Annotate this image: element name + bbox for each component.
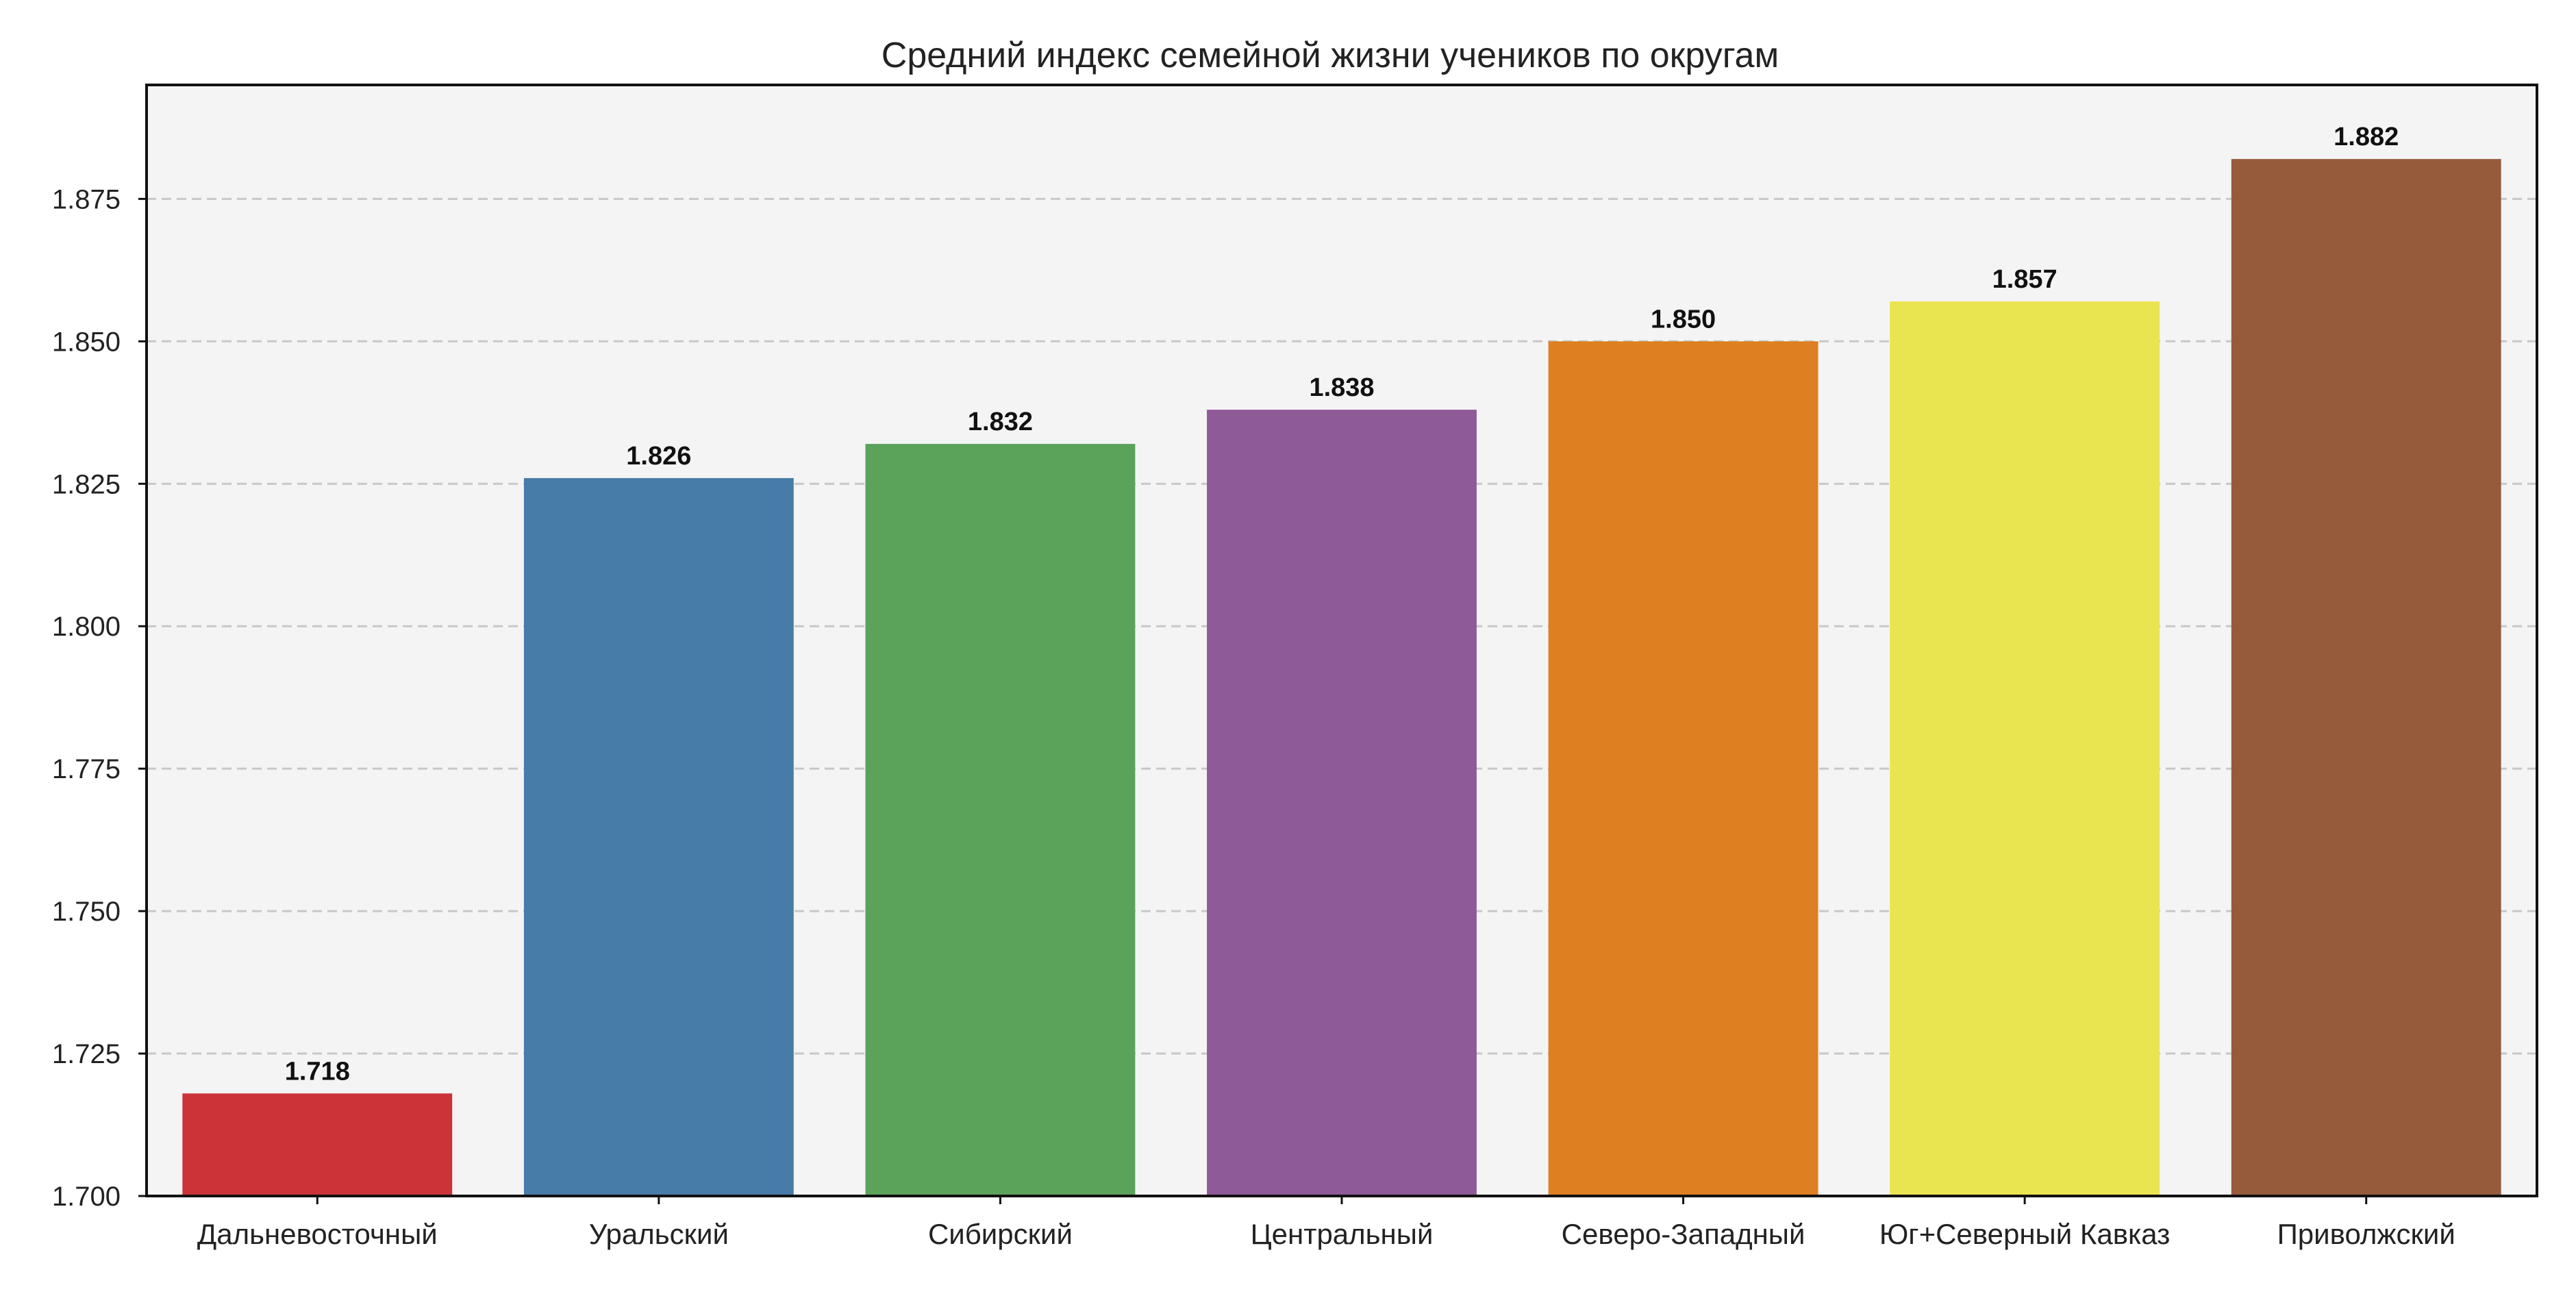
- y-tick-label: 1.800: [52, 612, 121, 642]
- bar: [2231, 159, 2501, 1197]
- plot-frame: [145, 84, 2538, 1197]
- bar: [523, 477, 794, 1196]
- data-label: 1.882: [2334, 123, 2399, 151]
- x-tick-label: Приволжский: [2277, 1218, 2455, 1250]
- x-tick-label: Юг+Северный Кавказ: [1879, 1218, 2171, 1250]
- bar: [865, 444, 1136, 1196]
- y-axis-tick-labels: 1.700 1.725 1.750 1.775 1.800 1.825 1.850 1.875: [52, 184, 147, 1212]
- data-label: 1.826: [626, 442, 691, 471]
- bar: [1207, 410, 1477, 1196]
- x-tick-label: Центральный: [1251, 1218, 1434, 1250]
- y-tick-label: 1.725: [52, 1039, 121, 1069]
- data-label: 1.832: [968, 408, 1033, 436]
- x-tick-label: Северо-Западный: [1562, 1218, 1805, 1250]
- bar: [1548, 341, 1818, 1197]
- y-tick-label: 1.750: [52, 897, 121, 927]
- x-tick-label: Сибирский: [928, 1218, 1073, 1250]
- y-tick-label: 1.700: [52, 1182, 121, 1212]
- data-label: 1.718: [285, 1057, 350, 1086]
- y-tick-label: 1.875: [52, 184, 121, 214]
- x-tick-label: Уральский: [589, 1218, 729, 1250]
- value-labels: 1.718 1.826 1.832 1.838 1.850 1.857 1.882: [285, 123, 2399, 1086]
- x-tick-label: Дальневосточный: [197, 1218, 438, 1250]
- y-tick-label: 1.775: [52, 754, 121, 784]
- data-label: 1.850: [1651, 305, 1716, 334]
- x-axis-tick-labels: Дальневосточный Уральский Сибирский Централ…: [197, 1196, 2455, 1250]
- chart-title: Средний индекс семейной жизни учеников п…: [881, 36, 1779, 75]
- y-tick-label: 1.850: [52, 327, 121, 357]
- bar: [182, 1093, 453, 1196]
- y-tick-label: 1.825: [52, 469, 121, 499]
- data-label: 1.857: [1992, 265, 2058, 294]
- bars: [182, 159, 2501, 1197]
- data-label: 1.838: [1309, 373, 1374, 402]
- bar: [1890, 301, 2160, 1197]
